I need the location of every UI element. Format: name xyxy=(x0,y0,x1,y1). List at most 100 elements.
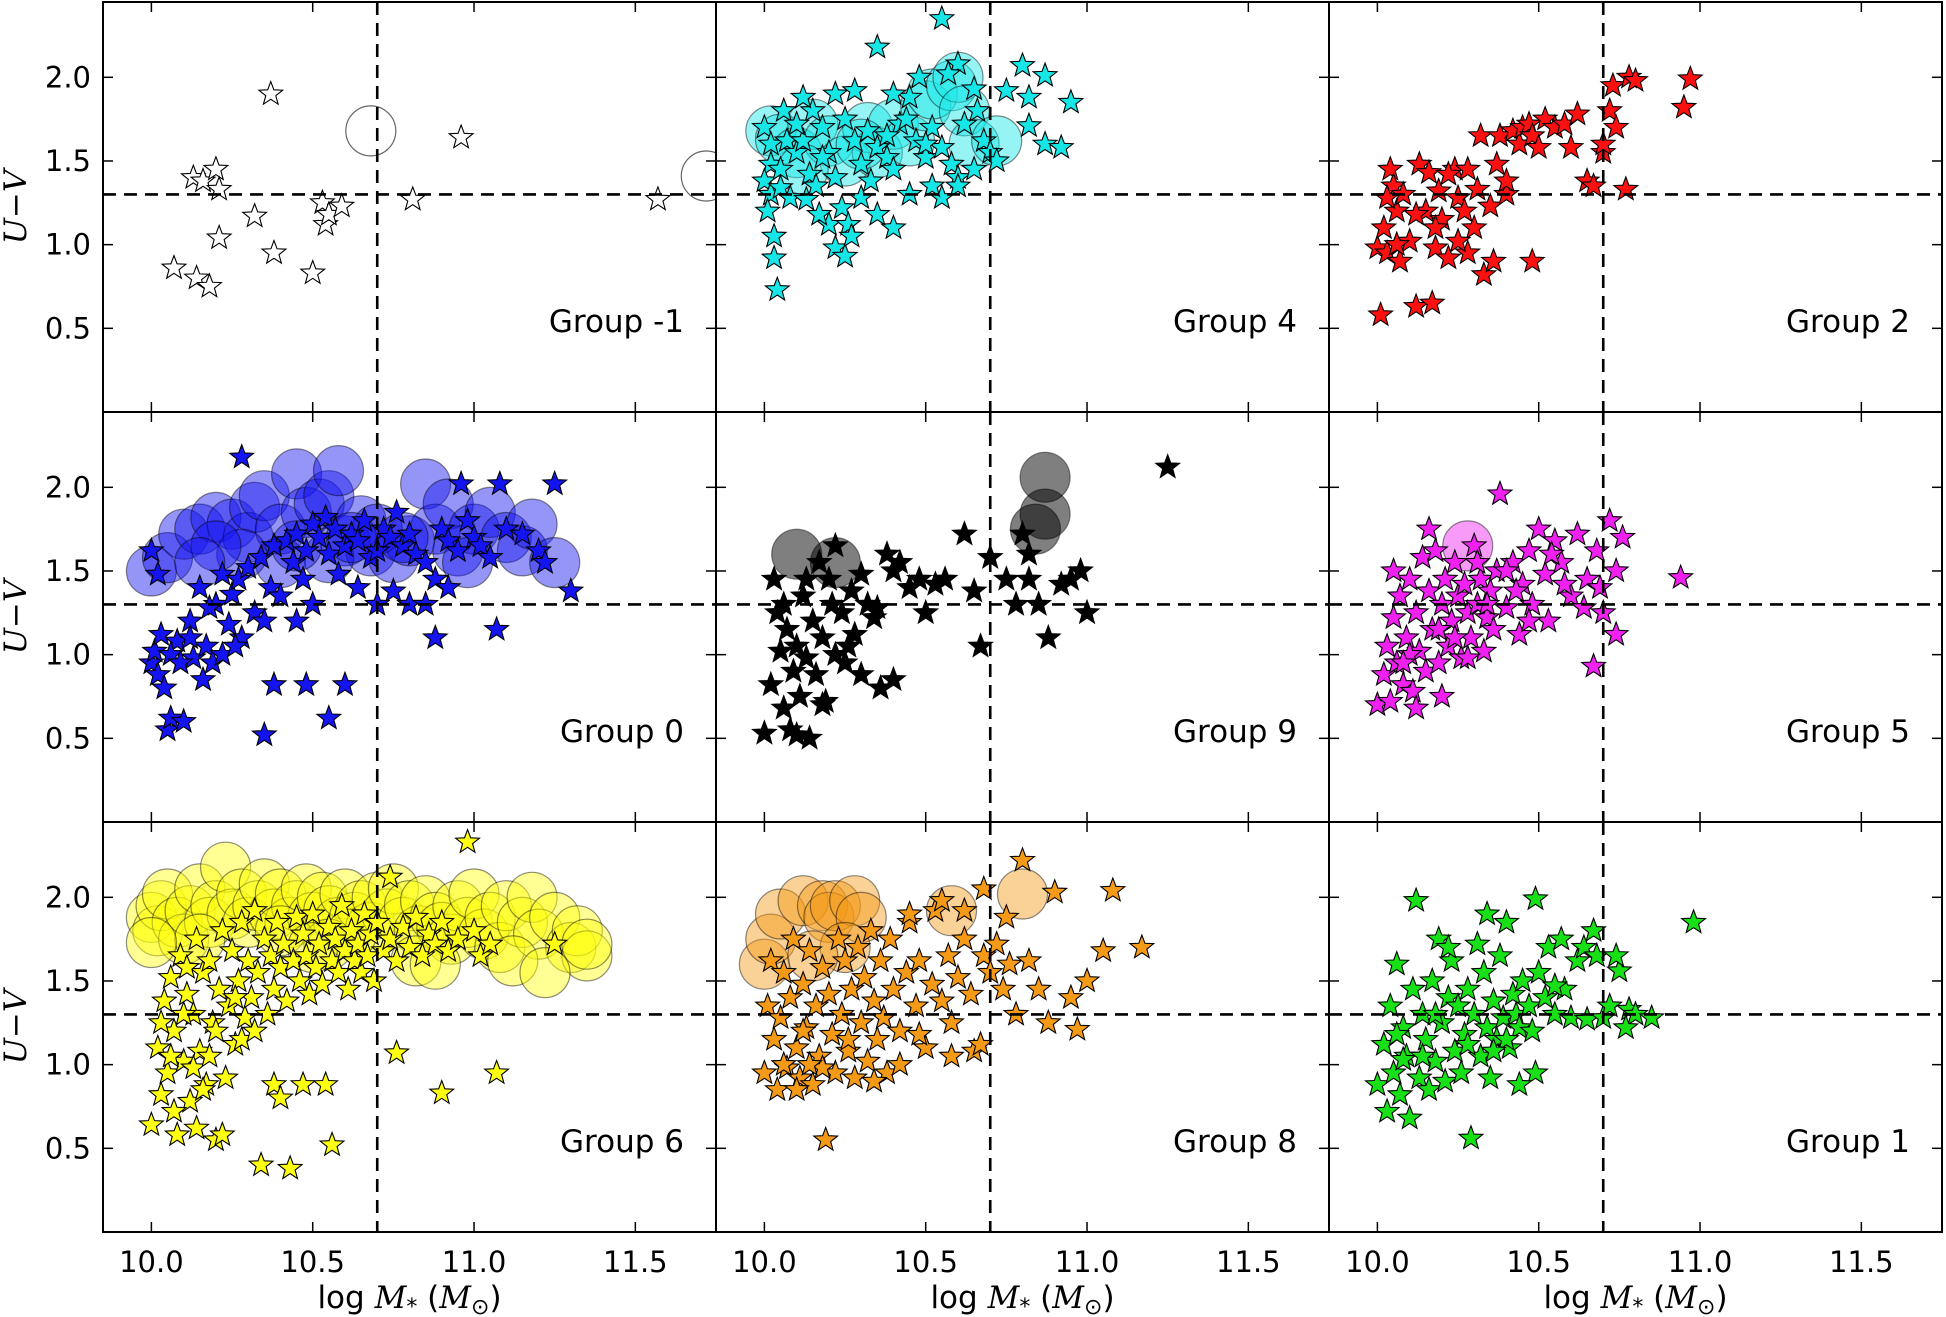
star-point xyxy=(1428,682,1456,708)
star-point xyxy=(196,272,223,298)
star-point xyxy=(1041,878,1069,904)
star-point xyxy=(1515,110,1543,136)
star-point xyxy=(1612,1013,1640,1040)
star-point xyxy=(260,1070,288,1097)
circle-point xyxy=(125,916,177,969)
star-point xyxy=(1434,243,1462,270)
star-point xyxy=(289,1070,317,1097)
x-tick-label: 11.5 xyxy=(1829,1245,1894,1279)
star-point xyxy=(383,498,410,524)
star-point xyxy=(347,958,375,984)
x-axis-label-part: M xyxy=(1051,1280,1085,1316)
star-point xyxy=(241,1017,269,1043)
star-point xyxy=(867,946,894,973)
star-point xyxy=(192,632,220,658)
star-point xyxy=(944,49,972,76)
star-point xyxy=(315,913,343,939)
star-point xyxy=(250,925,278,951)
star-point xyxy=(1547,925,1575,951)
star-point xyxy=(1396,227,1424,253)
star-point xyxy=(334,975,362,1001)
outer-frame xyxy=(102,1,1943,1233)
group-label: Group 8 xyxy=(1173,1124,1297,1160)
star-point xyxy=(799,96,827,123)
star-point xyxy=(509,520,536,546)
star-point xyxy=(928,886,956,913)
star-point xyxy=(1538,540,1565,566)
star-point xyxy=(289,920,317,946)
star-point xyxy=(1493,908,1520,934)
star-point xyxy=(1564,100,1591,126)
star-point xyxy=(292,670,320,697)
star-point xyxy=(1564,946,1591,973)
x-axis-label-part: ( xyxy=(1643,1280,1665,1316)
star-point xyxy=(886,1017,914,1043)
x-tick-label: 10.0 xyxy=(732,1245,797,1279)
star-point xyxy=(228,443,256,469)
star-point xyxy=(809,143,836,170)
star-point xyxy=(215,610,243,636)
star-point xyxy=(1444,992,1472,1018)
star-point xyxy=(138,536,165,563)
star-point xyxy=(1476,576,1504,603)
star-point xyxy=(802,172,830,198)
star-point xyxy=(1596,992,1624,1018)
circle-point xyxy=(345,105,397,157)
star-point xyxy=(270,930,298,956)
star-point xyxy=(783,1033,811,1060)
star-point xyxy=(173,980,201,1006)
circle-point xyxy=(367,863,419,915)
y-tick-label: 0.5 xyxy=(45,721,91,755)
star-point xyxy=(218,936,246,963)
star-point xyxy=(1396,565,1424,591)
star-point xyxy=(1376,687,1404,713)
star-point xyxy=(1399,677,1427,703)
star-point xyxy=(1515,992,1543,1018)
star-point xyxy=(476,930,504,956)
star-point xyxy=(1376,992,1404,1018)
star-point xyxy=(557,576,585,603)
star-point xyxy=(1370,213,1398,240)
star-point xyxy=(1667,563,1695,590)
star-point xyxy=(263,908,291,934)
x-axis-label-part: ⊙ xyxy=(471,1295,489,1317)
star-point xyxy=(967,632,994,658)
star-point xyxy=(1015,83,1043,109)
star-point xyxy=(1676,64,1704,91)
star-point xyxy=(241,202,269,228)
star-point xyxy=(799,607,827,633)
star-point xyxy=(260,670,288,697)
x-tick-label: 11.0 xyxy=(442,1245,507,1279)
star-point xyxy=(383,1038,410,1065)
star-point xyxy=(467,531,494,558)
star-point xyxy=(1154,453,1182,479)
star-point xyxy=(1415,1075,1443,1102)
star-point xyxy=(1412,1025,1440,1051)
star-point xyxy=(338,916,365,943)
star-point xyxy=(1586,573,1614,600)
star-point xyxy=(880,79,907,106)
circle-point xyxy=(803,891,855,944)
star-point xyxy=(1015,111,1043,138)
star-point xyxy=(321,515,349,541)
star-point xyxy=(412,548,440,574)
star-point xyxy=(454,506,481,533)
circle-point xyxy=(487,935,539,987)
star-point xyxy=(1499,980,1527,1006)
star-point xyxy=(1373,632,1401,658)
star-point xyxy=(1518,121,1546,148)
star-point xyxy=(834,1025,862,1051)
star-point xyxy=(789,1017,817,1043)
star-point xyxy=(531,548,559,574)
star-point xyxy=(208,1120,236,1147)
star-point xyxy=(189,665,217,692)
circle-point xyxy=(190,491,242,544)
star-point xyxy=(1502,576,1530,603)
star-point xyxy=(996,950,1023,976)
figure-frame xyxy=(102,1,1943,1233)
star-point xyxy=(160,254,188,280)
star-point xyxy=(434,526,462,553)
star-point xyxy=(763,275,791,302)
star-point xyxy=(970,126,998,153)
star-point xyxy=(1009,51,1036,77)
